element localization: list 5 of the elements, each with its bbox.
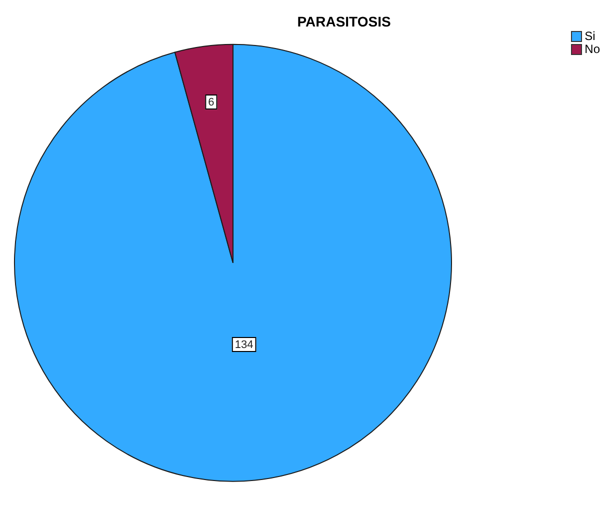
legend-label: No (584, 42, 600, 56)
data-label: 6 (208, 96, 214, 109)
data-label: 134 (234, 339, 254, 352)
legend-label: Si (584, 29, 596, 43)
chart-title: PARASITOSIS (297, 13, 391, 30)
